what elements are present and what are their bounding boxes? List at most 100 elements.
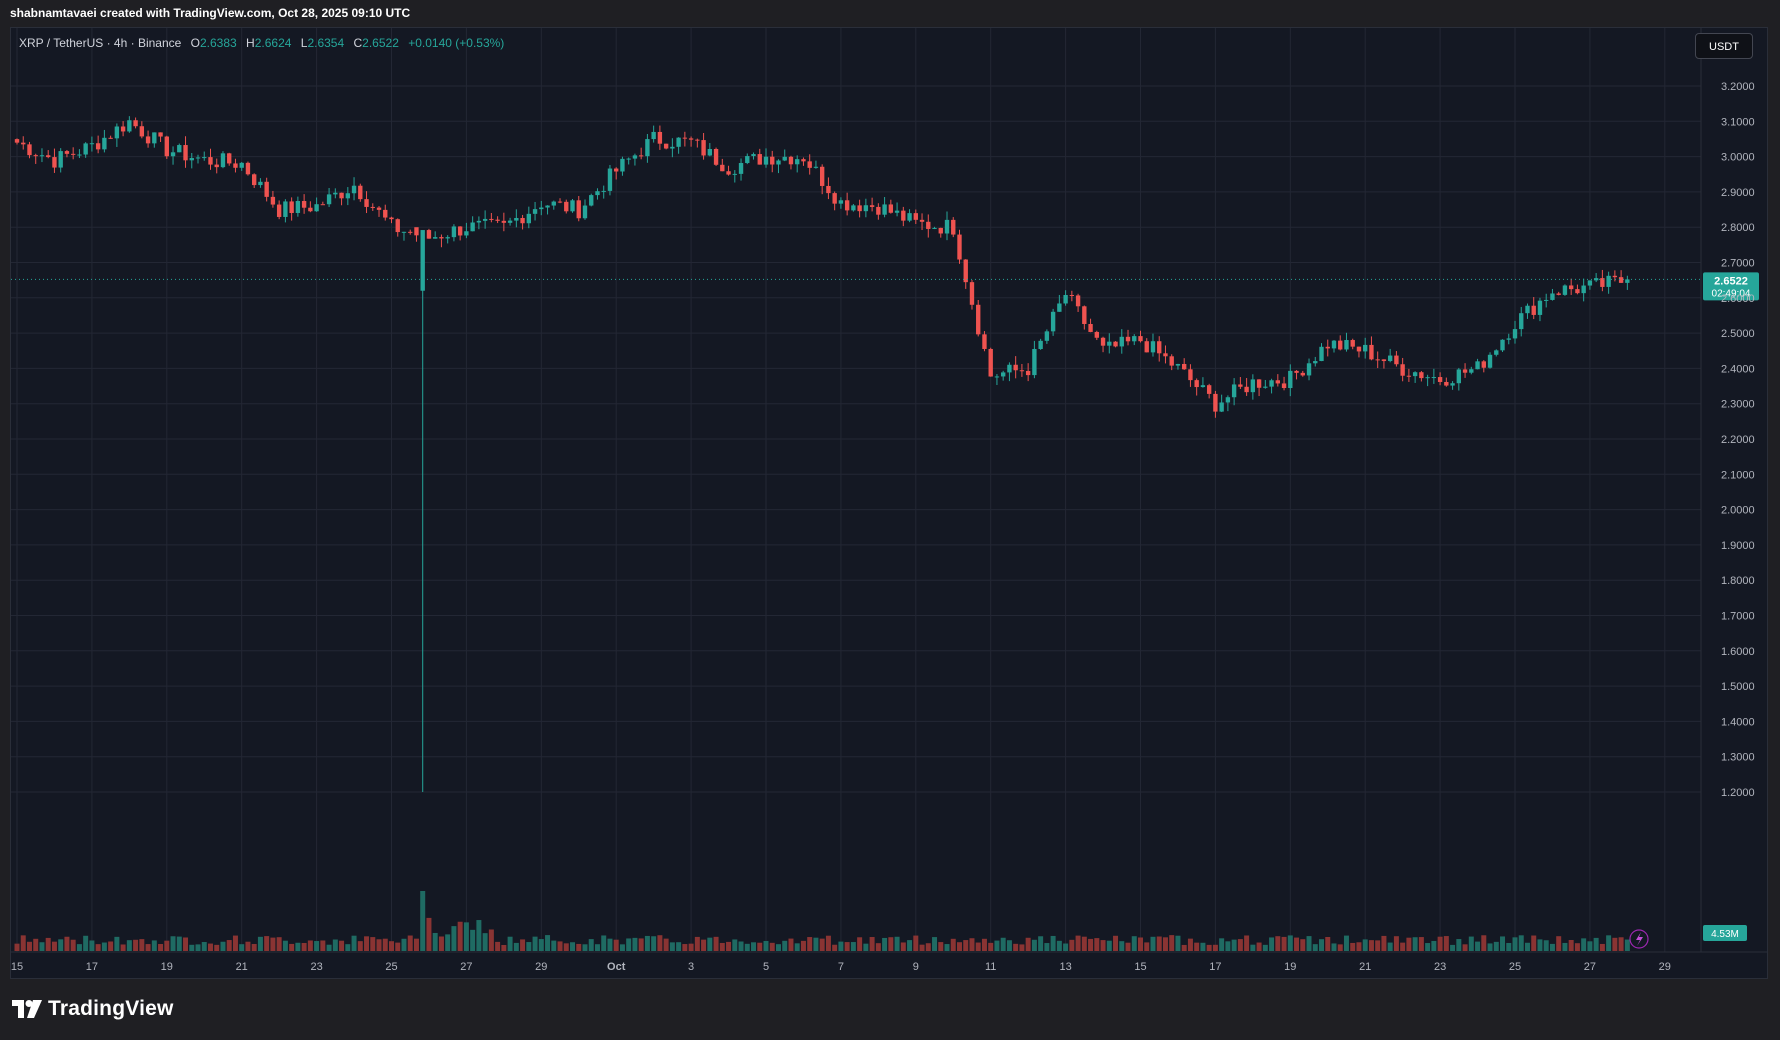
- volume-bar: [307, 940, 313, 951]
- volume-bar: [14, 943, 20, 951]
- volume-bar: [395, 942, 401, 951]
- candle-body: [482, 218, 488, 221]
- volume-bar: [882, 937, 888, 951]
- candle-body: [220, 153, 226, 168]
- volume-bar: [669, 942, 675, 951]
- volume-bar: [526, 942, 532, 951]
- volume-bar: [1069, 939, 1075, 951]
- candle-body: [364, 199, 369, 207]
- volume-bar: [707, 937, 713, 951]
- x-tick-label: 9: [913, 961, 919, 973]
- candle-body: [439, 237, 444, 239]
- volume-bar: [270, 937, 276, 951]
- candle-body: [1119, 336, 1124, 347]
- volume-bar: [264, 936, 270, 951]
- volume-bar: [407, 935, 413, 951]
- volume-bar: [532, 936, 538, 951]
- candle-body: [882, 204, 887, 215]
- candle-body: [1575, 289, 1580, 294]
- volume-bar: [239, 944, 245, 951]
- volume-bar: [751, 942, 757, 951]
- volume-bar: [844, 942, 850, 951]
- candle-body: [457, 226, 463, 236]
- chart-panel[interactable]: 2.6522 02:49:04 4.53M 3.2000 3.1000 3.0000 2.…: [10, 27, 1768, 979]
- candle-body: [919, 219, 925, 222]
- candle-body: [1025, 370, 1031, 376]
- volume-bar: [276, 937, 282, 951]
- y-tick-label: 1.8000: [1721, 575, 1755, 587]
- candle-body: [239, 162, 244, 168]
- currency-button[interactable]: USDT: [1695, 33, 1753, 59]
- lightning-icon[interactable]: [1629, 929, 1649, 949]
- volume-bar: [1038, 936, 1044, 951]
- volume-bar: [1475, 941, 1481, 951]
- volume-bar: [1125, 942, 1131, 951]
- volume-bar: [357, 941, 363, 951]
- volume-bar: [26, 941, 32, 951]
- candle-body: [1519, 313, 1524, 330]
- candle-body: [70, 153, 76, 155]
- volume-bar: [1537, 939, 1543, 951]
- volume-bar: [969, 938, 975, 951]
- volume-bar: [1387, 942, 1393, 951]
- candle-body: [289, 201, 294, 213]
- low-label: L: [300, 36, 308, 50]
- volume-bar: [538, 939, 544, 951]
- volume-bar: [95, 944, 101, 951]
- candle-body: [713, 149, 719, 165]
- attribution-text: shabnamtavaei created with TradingView.c…: [10, 6, 411, 20]
- volume-bar: [120, 944, 126, 951]
- candle-body: [133, 120, 138, 127]
- x-tick-label: 25: [385, 961, 397, 973]
- volume-bar: [1025, 937, 1031, 951]
- candle-body: [532, 209, 538, 214]
- x-tick-label: 3: [688, 961, 694, 973]
- tradingview-logo-icon: [12, 1000, 42, 1018]
- tradingview-logo[interactable]: TradingView: [12, 996, 174, 1022]
- volume-bar: [413, 938, 419, 951]
- volume-bar: [1431, 940, 1437, 951]
- candle-body: [1206, 385, 1212, 394]
- candle-body: [208, 157, 213, 165]
- volume-bar: [1000, 937, 1006, 951]
- volume-bar: [176, 936, 182, 951]
- volume-bar: [1568, 940, 1574, 951]
- volume-bar: [1356, 942, 1362, 951]
- volume-bar: [994, 940, 1000, 951]
- candle-body: [857, 205, 862, 212]
- volume-bar: [457, 921, 463, 951]
- volume-bar: [944, 944, 950, 951]
- candle-body: [1050, 311, 1056, 332]
- candle-body: [1057, 303, 1062, 312]
- x-tick-label: 15: [1134, 961, 1146, 973]
- volume-bar: [370, 937, 376, 951]
- open-value: 2.6383: [200, 36, 237, 50]
- volume-bar: [763, 940, 769, 951]
- volume-bar: [607, 938, 613, 951]
- candle-body: [1219, 402, 1224, 412]
- volume-bar: [1556, 936, 1562, 951]
- volume-bar: [1343, 935, 1349, 951]
- volume-bar: [576, 943, 582, 951]
- candle-body: [1544, 299, 1549, 301]
- volume-bar: [108, 941, 114, 951]
- volume-bar: [1306, 936, 1312, 951]
- candle-body: [1094, 331, 1099, 338]
- y-tick-label: 1.7000: [1721, 611, 1755, 623]
- volume-bar: [825, 935, 831, 951]
- volume-bar: [183, 937, 189, 951]
- candle-body: [545, 205, 550, 208]
- volume-bar: [563, 943, 569, 951]
- volume-bar: [1400, 942, 1406, 951]
- volume-bar: [482, 933, 488, 951]
- candle-body: [788, 156, 794, 165]
- candle-body: [1350, 340, 1355, 347]
- x-tick-label: 17: [86, 961, 98, 973]
- volume-bar: [1106, 940, 1112, 951]
- volume-bar: [1237, 939, 1243, 951]
- volume-bar: [220, 941, 226, 951]
- candle-body: [1462, 369, 1468, 373]
- candle-body: [1331, 340, 1337, 349]
- candle-body: [376, 207, 382, 210]
